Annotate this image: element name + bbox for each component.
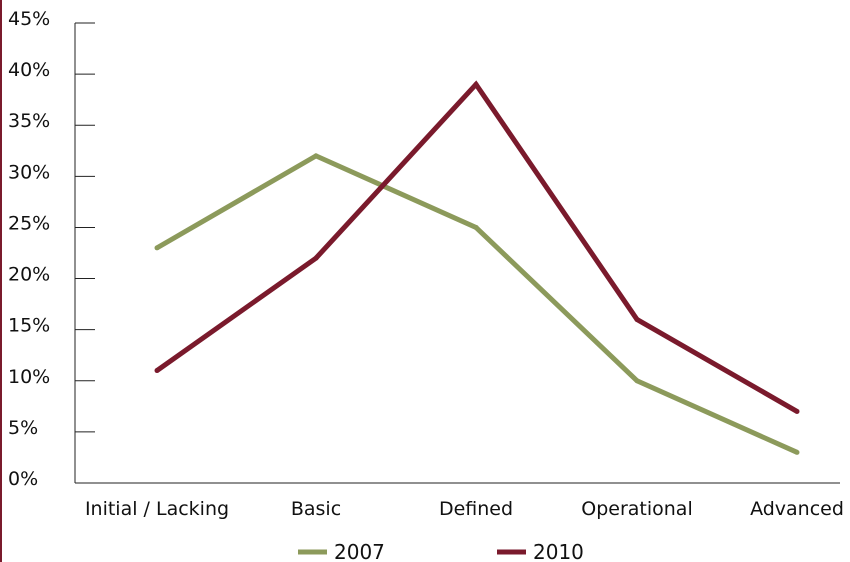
- data-point-2007: [154, 245, 160, 251]
- y-tick-label: 5%: [8, 417, 38, 439]
- data-point-2007: [313, 153, 319, 159]
- x-tick-label: Operational: [581, 498, 692, 520]
- legend-label-2007: 2007: [334, 540, 385, 562]
- x-tick-label: Basic: [291, 498, 341, 520]
- x-tick-label: Defined: [439, 498, 513, 520]
- y-tick-label: 10%: [8, 366, 50, 388]
- y-tick-label: 15%: [8, 315, 50, 337]
- x-tick-label: Initial / Lacking: [85, 498, 229, 520]
- data-point-2010: [313, 255, 319, 261]
- legend-label-2010: 2010: [533, 540, 584, 562]
- series-lines: [154, 80, 800, 455]
- y-tick-label: 25%: [8, 212, 50, 234]
- data-point-2007: [794, 449, 800, 455]
- x-axis: Initial / Lacking Basic Defined Operational…: [75, 482, 844, 520]
- y-axis: 0% 5% 10% 15% 20% 25% 30% 35% 40% 45%: [8, 8, 95, 490]
- data-point-2010: [794, 408, 800, 414]
- data-point-2007: [634, 378, 640, 384]
- data-point-2010: [473, 81, 479, 87]
- data-point-2010: [634, 316, 640, 322]
- frame-left-border: [0, 0, 2, 562]
- y-tick-label: 45%: [8, 8, 50, 30]
- y-tick-label: 40%: [8, 59, 50, 81]
- data-point-2007: [473, 224, 479, 230]
- legend: 2007 2010: [298, 540, 584, 562]
- data-point-2010: [154, 368, 160, 374]
- y-tick-label: 0%: [8, 468, 38, 490]
- x-tick-label: Advanced: [750, 498, 844, 520]
- y-tick-label: 20%: [8, 264, 50, 286]
- y-tick-label: 35%: [8, 110, 50, 132]
- series-line-2010: [155, 80, 799, 414]
- y-tick-label: 30%: [8, 161, 50, 183]
